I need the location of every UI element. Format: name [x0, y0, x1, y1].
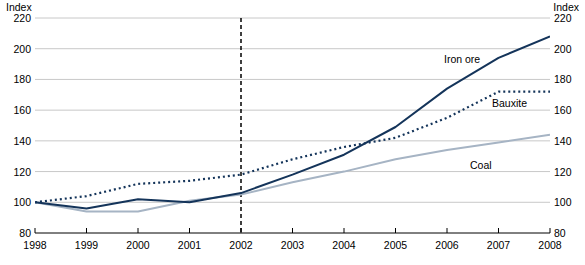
x-tick-label: 2001	[178, 239, 202, 251]
y-tick-label: 140	[13, 135, 31, 147]
grid-line	[35, 79, 550, 80]
x-tick-label: 2003	[281, 239, 305, 251]
x-tick-label: 2008	[538, 239, 562, 251]
x-tick-label: 2006	[435, 239, 459, 251]
grid-line	[35, 140, 550, 141]
x-tick	[138, 228, 139, 233]
x-tick	[498, 228, 499, 233]
y-tick-label: 80	[19, 227, 31, 239]
x-tick	[35, 228, 36, 233]
x-tick-label: 2005	[384, 239, 408, 251]
y2-tick-label: 200	[554, 43, 572, 55]
series-label: Bauxite	[492, 97, 527, 109]
y-tick-label: 220	[13, 12, 31, 24]
grid-line	[35, 110, 550, 111]
plot-area	[35, 36, 550, 211]
y2-tick-label: 120	[554, 166, 572, 178]
x-tick-label: 2000	[126, 239, 150, 251]
grid-line	[35, 18, 550, 19]
series-label: Iron ore	[444, 53, 480, 65]
y2-tick-label: 140	[554, 135, 572, 147]
grid-line	[35, 48, 550, 49]
x-tick-label: 1998	[23, 239, 47, 251]
x-tick	[395, 228, 396, 233]
y-tick-label: 180	[13, 73, 31, 85]
y-tick-label: 120	[13, 166, 31, 178]
x-tick	[447, 228, 448, 233]
y2-tick-label: 180	[554, 73, 572, 85]
series-line	[35, 135, 550, 212]
reference-line	[240, 18, 242, 233]
series-label: Coal	[470, 159, 492, 171]
x-tick	[344, 228, 345, 233]
x-tick-label: 1999	[75, 239, 99, 251]
grid-line	[35, 202, 550, 203]
y2-tick-label: 80	[554, 227, 566, 239]
x-tick	[292, 228, 293, 233]
x-tick-label: 2004	[332, 239, 356, 251]
series-line	[35, 36, 550, 208]
y-axis-title: Index	[6, 1, 32, 13]
y2-tick-label: 100	[554, 196, 572, 208]
x-tick	[550, 228, 551, 233]
series-line	[35, 92, 550, 203]
y-tick-label: 200	[13, 43, 31, 55]
y2-tick-label: 220	[554, 12, 572, 24]
y-tick-label: 160	[13, 104, 31, 116]
y-tick-label: 100	[13, 196, 31, 208]
x-tick	[86, 228, 87, 233]
x-tick-label: 2007	[487, 239, 511, 251]
grid-line	[35, 171, 550, 172]
chart: 80 80 100 100 120 120 140 140 160 160 180 180 200 200…	[0, 0, 585, 265]
x-tick	[189, 228, 190, 233]
y2-tick-label: 160	[554, 104, 572, 116]
x-tick-label: 2002	[229, 239, 253, 251]
y2-axis-title: Index	[553, 1, 579, 13]
